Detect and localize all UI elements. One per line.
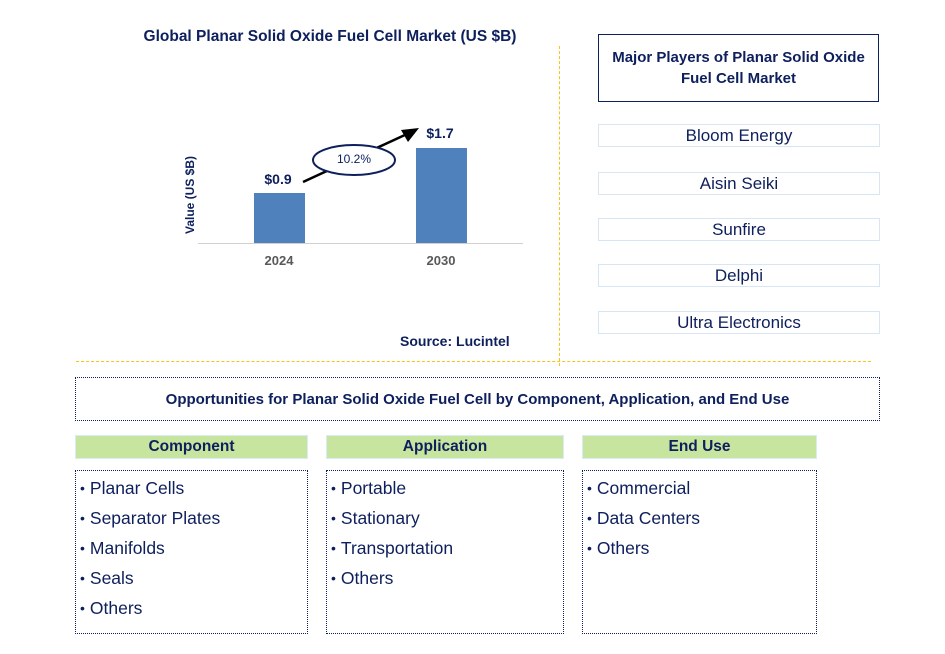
horizontal-divider bbox=[76, 361, 871, 362]
player-aisin-seiki: Aisin Seiki bbox=[598, 172, 880, 195]
list-item: Others bbox=[331, 563, 563, 593]
player-bloom-energy: Bloom Energy bbox=[598, 124, 880, 147]
bar-2030 bbox=[416, 148, 467, 243]
source-label: Source: Lucintel bbox=[400, 333, 510, 349]
list-item: Data Centers bbox=[587, 503, 816, 533]
list-item: Commercial bbox=[587, 473, 816, 503]
x-axis-line bbox=[198, 243, 523, 244]
list-item: Transportation bbox=[331, 533, 563, 563]
opportunities-title: Opportunities for Planar Solid Oxide Fue… bbox=[75, 377, 880, 421]
list-item: Seals bbox=[80, 563, 307, 593]
players-title: Major Players of Planar Solid Oxide Fuel… bbox=[598, 34, 879, 102]
list-item: Portable bbox=[331, 473, 563, 503]
cagr-label: 10.2% bbox=[336, 152, 372, 166]
application-list: Portable Stationary Transportation Other… bbox=[326, 470, 564, 634]
x-tick-2024: 2024 bbox=[264, 253, 294, 268]
x-tick-2030: 2030 bbox=[426, 253, 456, 268]
y-axis-label: Value (US $B) bbox=[160, 150, 220, 240]
application-header: Application bbox=[326, 435, 564, 459]
cagr-ellipse bbox=[312, 144, 396, 176]
list-item: Stationary bbox=[331, 503, 563, 533]
end-use-list: Commercial Data Centers Others bbox=[582, 470, 817, 634]
list-item: Others bbox=[80, 593, 307, 623]
component-header: Component bbox=[75, 435, 308, 459]
list-item: Separator Plates bbox=[80, 503, 307, 533]
bar-2024 bbox=[254, 193, 305, 243]
list-item: Others bbox=[587, 533, 816, 563]
chart-title: Global Planar Solid Oxide Fuel Cell Mark… bbox=[143, 28, 517, 45]
list-item: Planar Cells bbox=[80, 473, 307, 503]
player-ultra-electronics: Ultra Electronics bbox=[598, 311, 880, 334]
player-sunfire: Sunfire bbox=[598, 218, 880, 241]
bar-value-2024: $0.9 bbox=[264, 171, 292, 187]
end-use-header: End Use bbox=[582, 435, 817, 459]
bar-value-2030: $1.7 bbox=[426, 125, 454, 141]
list-item: Manifolds bbox=[80, 533, 307, 563]
component-list: Planar Cells Separator Plates Manifolds … bbox=[75, 470, 308, 634]
vertical-divider bbox=[559, 46, 560, 366]
y-axis-label-text: Value (US $B) bbox=[183, 155, 197, 235]
player-delphi: Delphi bbox=[598, 264, 880, 287]
